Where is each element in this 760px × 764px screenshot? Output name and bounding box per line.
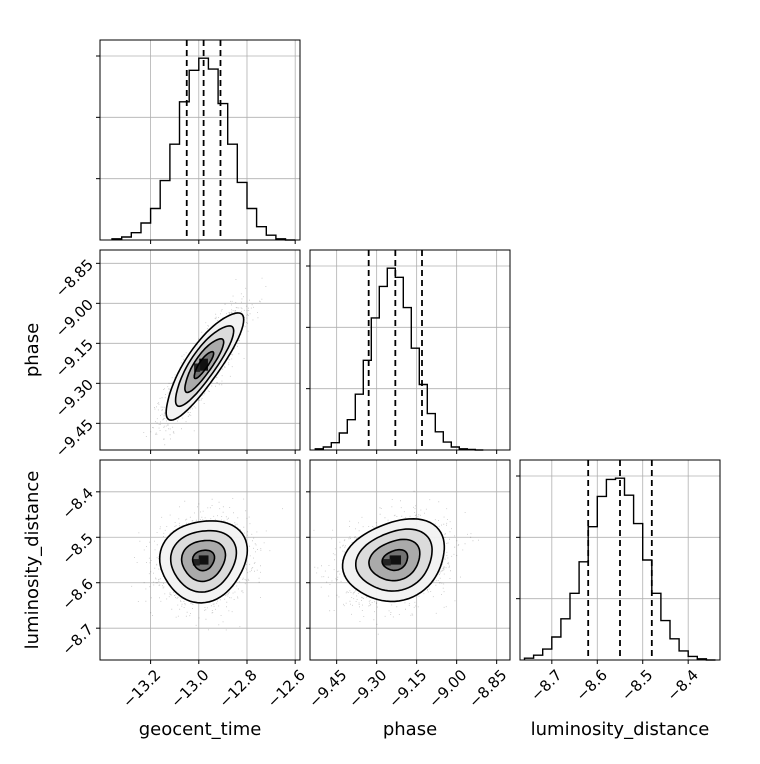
y-tick-label: −8.5 (58, 529, 96, 567)
scatter-panel-geocent_time-phase (96, 249, 301, 454)
x-axis-label-luminosity_distance: luminosity_distance (531, 719, 710, 740)
panel-frame (99, 249, 301, 451)
x-tick-label: −8.7 (527, 666, 565, 704)
histogram-panel-geocent_time (96, 39, 301, 244)
panel-frame (519, 459, 721, 661)
contour-line-2 (368, 538, 421, 582)
histogram-steps-luminosity_distance (523, 477, 716, 661)
x-axis-label-geocent_time: geocent_time (139, 719, 262, 740)
y-tick-label: −8.85 (52, 256, 97, 301)
histogram-steps-geocent_time (111, 57, 296, 241)
x-tick-label: −9.00 (425, 666, 470, 711)
contour-line-3 (191, 549, 216, 572)
density-peak-cell (192, 559, 200, 566)
x-tick-label: −12.6 (264, 666, 309, 711)
panel-frame (99, 459, 301, 661)
y-tick-label: −8.6 (58, 575, 96, 613)
x-tick-label: −9.45 (305, 666, 350, 711)
y-tick-label: −9.15 (52, 336, 97, 381)
scatter-panel-phase-luminosity_distance (306, 459, 511, 664)
histogram-panel-luminosity_distance (516, 459, 721, 664)
scatter-panel-geocent_time-luminosity_distance (96, 459, 301, 664)
x-tick-label: −9.30 (345, 666, 390, 711)
contour-line-2 (184, 338, 225, 394)
contour-line-3 (193, 350, 215, 380)
scatter-content (131, 498, 283, 631)
panel-frame (309, 249, 511, 451)
x-tick-label: −8.6 (573, 666, 611, 704)
y-tick-label: −9.45 (52, 416, 97, 461)
y-axis-label-luminosity_distance: luminosity_distance (22, 471, 43, 650)
y-tick-label: −9.00 (52, 296, 97, 341)
x-tick-label: −8.4 (663, 666, 701, 704)
histogram-panel-phase (306, 249, 511, 454)
contour-line-0 (158, 520, 249, 604)
contour-line-3 (381, 548, 409, 572)
x-tick-label: −13.2 (119, 666, 164, 711)
density-peak-cell (382, 559, 391, 566)
x-tick-label: −13.0 (167, 666, 212, 711)
panel-frame (309, 459, 511, 661)
x-tick-label: −12.8 (216, 666, 261, 711)
contour-line-0 (165, 312, 245, 422)
contour-line-1 (355, 528, 433, 592)
x-tick-label: −9.15 (385, 666, 430, 711)
y-tick-label: −8.7 (58, 620, 96, 658)
density-peak-cell (389, 555, 402, 565)
scatter-content (125, 277, 267, 450)
x-tick-label: −8.5 (618, 666, 656, 704)
x-axis-label-phase: phase (383, 719, 437, 740)
y-axis-label-phase: phase (22, 323, 43, 377)
contour-line-1 (174, 325, 235, 408)
histogram-steps-phase (314, 267, 484, 451)
density-peak-cell (199, 358, 208, 371)
density-peak-cell (198, 555, 209, 565)
panel-frame (99, 39, 301, 241)
x-tick-label: −8.85 (465, 666, 510, 711)
scatter-content (313, 490, 479, 635)
contour-line-0 (341, 517, 446, 603)
contour-line-1 (169, 529, 238, 593)
contour-line-2 (180, 539, 227, 583)
y-tick-label: −9.30 (52, 376, 97, 421)
y-tick-label: −8.4 (58, 484, 96, 522)
